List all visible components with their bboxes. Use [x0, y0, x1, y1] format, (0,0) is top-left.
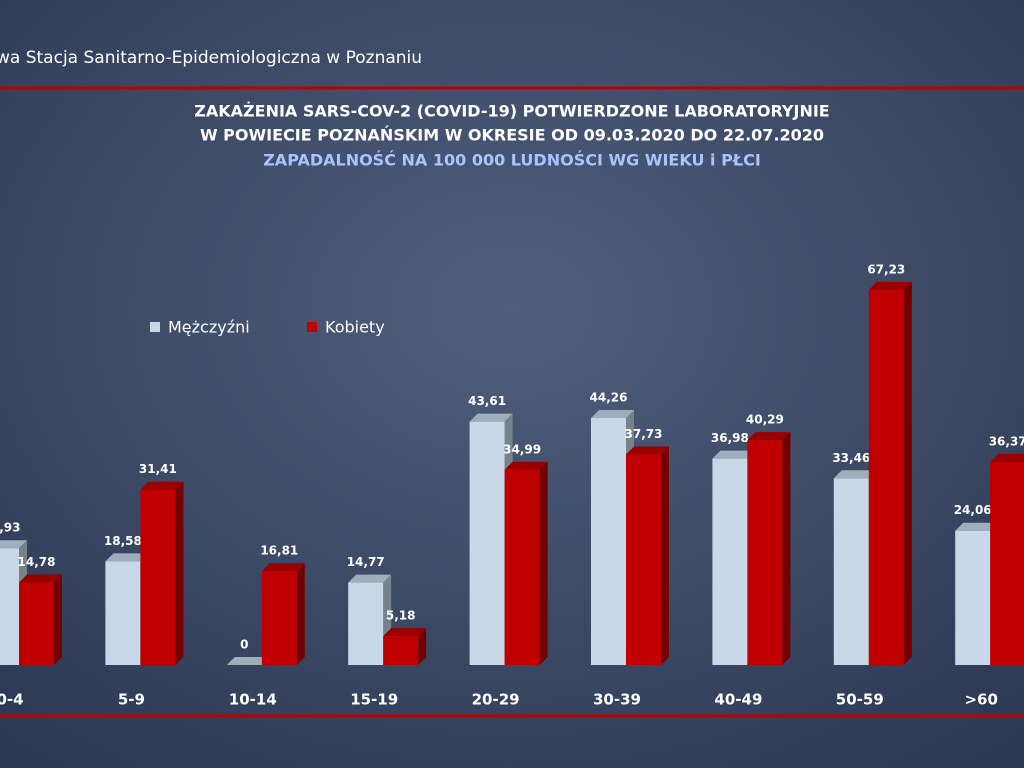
bar-side: [903, 281, 912, 665]
bar: [261, 571, 297, 665]
bar: [712, 458, 748, 665]
x-tick-label: 10-14: [229, 691, 277, 709]
value-label: 33,46: [832, 451, 870, 465]
bar: [868, 289, 904, 665]
bar: [348, 582, 384, 665]
bar-side: [418, 628, 427, 665]
bar-top: [955, 522, 999, 531]
x-tick-label: 20-29: [472, 691, 520, 709]
bar: [105, 561, 141, 665]
value-label: 5,18: [386, 609, 416, 623]
bar-top: [469, 413, 513, 422]
bar-top: [504, 461, 548, 470]
bar: [140, 489, 176, 665]
bar: [504, 469, 540, 665]
bar-top: [226, 657, 270, 665]
legend-swatch: [307, 322, 317, 332]
header: wa Stacja Sanitarno-Epidemiologiczna w P…: [0, 48, 422, 68]
chart-subtitle: ZAPADALNOŚĆ NA 100 000 LUDNOŚCI WG WIEKU…: [263, 151, 761, 170]
legend-label: Mężczyźni: [168, 318, 250, 337]
x-tick-label: >60: [964, 691, 997, 709]
bar-top: [626, 446, 669, 455]
bar-top: [348, 574, 392, 583]
value-label: 67,23: [867, 262, 905, 276]
value-label: 24,06: [954, 503, 992, 517]
bar: [19, 582, 54, 665]
value-label: 20,93: [0, 521, 20, 535]
bar-top: [0, 540, 27, 549]
bar-top: [747, 432, 791, 441]
value-label: 31,41: [139, 462, 177, 476]
bar-side: [296, 563, 305, 665]
bar-top: [712, 450, 756, 459]
bar-side: [54, 574, 62, 665]
x-tick-label: 5-9: [118, 691, 145, 709]
value-label: 44,26: [590, 391, 628, 405]
x-tick-label: 40-49: [714, 691, 762, 709]
bar-top: [591, 410, 634, 419]
x-tick-label: 0-4: [0, 691, 24, 709]
value-label: 40,29: [746, 413, 784, 427]
bar: [383, 636, 419, 665]
bar: [626, 454, 661, 665]
chart-title: ZAKAŻENIA SARS-COV-2 (COVID-19) POTWIERD…: [194, 102, 829, 121]
chart-title: W POWIECIE POZNAŃSKIM W OKRESIE OD 09.03…: [200, 126, 824, 145]
value-label: 14,77: [347, 555, 385, 569]
bar-side: [782, 432, 791, 665]
value-label: 16,81: [260, 544, 298, 558]
bar: [833, 478, 869, 665]
legend-swatch: [150, 322, 160, 332]
bar: [591, 418, 626, 665]
x-tick-label: 50-59: [836, 691, 884, 709]
bar-top: [868, 281, 912, 290]
bar: [469, 421, 505, 665]
value-label: 18,58: [104, 534, 142, 548]
value-label: 37,73: [625, 427, 663, 441]
bar-side: [661, 446, 669, 665]
value-label: 14,78: [18, 555, 56, 569]
bar: [990, 462, 1024, 665]
legend-label: Kobiety: [325, 318, 385, 337]
bar-top: [19, 574, 62, 583]
bar-top: [383, 628, 427, 637]
value-label: 36,98: [711, 431, 749, 445]
value-label: 43,61: [468, 394, 506, 408]
bar-top: [105, 553, 149, 562]
bar-top: [261, 563, 305, 572]
bar-top: [833, 470, 877, 479]
value-label: 0: [240, 638, 248, 652]
value-label: 36,37: [989, 435, 1024, 449]
bar: [0, 548, 19, 665]
bar-side: [175, 481, 184, 665]
x-tick-label: 15-19: [350, 691, 398, 709]
bar-top: [140, 481, 184, 490]
bar-top: [990, 454, 1024, 463]
value-label: 34,99: [503, 442, 541, 456]
bar: [955, 530, 991, 665]
bar-side: [539, 461, 548, 665]
x-tick-label: 30-39: [593, 691, 641, 709]
bar: [747, 440, 783, 665]
